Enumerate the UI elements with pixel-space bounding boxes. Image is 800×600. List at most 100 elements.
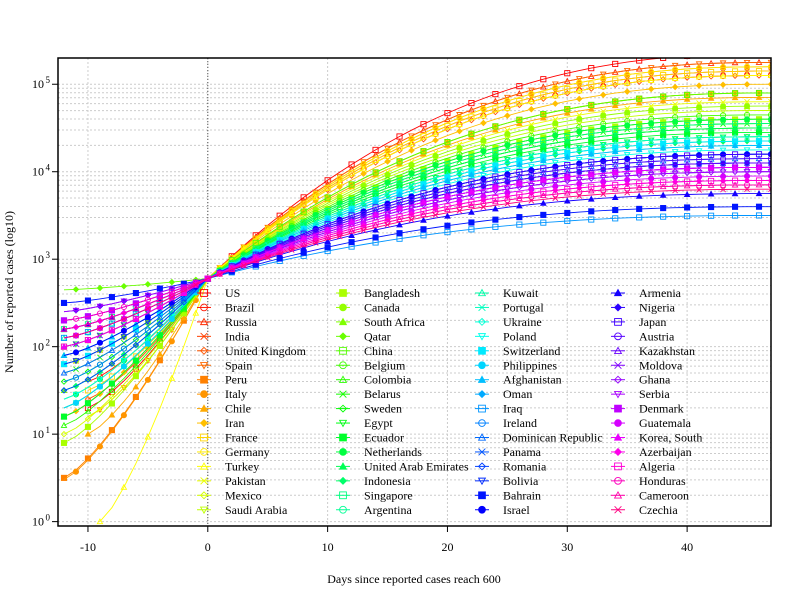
point-marker: [456, 112, 463, 119]
point-marker: [614, 404, 622, 413]
point-marker: [707, 181, 715, 188]
point-marker: [492, 183, 499, 190]
point-marker: [720, 134, 726, 141]
point-marker: [624, 71, 631, 78]
point-marker: [707, 142, 715, 149]
point-marker: [477, 317, 487, 326]
point-marker: [480, 204, 487, 210]
point-marker: [551, 81, 559, 88]
point-marker: [684, 70, 691, 77]
legend-item: Ecuador: [336, 431, 404, 445]
point-marker: [312, 193, 320, 200]
point-marker: [660, 205, 667, 212]
legend-item: Switzerland: [475, 344, 560, 358]
legend-label: Canada: [364, 300, 401, 314]
point-marker: [743, 155, 751, 162]
point-marker: [683, 126, 691, 133]
point-marker: [336, 194, 343, 201]
point-marker: [288, 245, 295, 252]
point-marker: [96, 347, 104, 354]
point-marker: [200, 390, 208, 399]
y-tick-label: 10: [32, 427, 44, 441]
legend-label: Switzerland: [503, 344, 560, 358]
legend-label: Oman: [503, 387, 532, 401]
point-marker: [408, 147, 415, 154]
point-marker: [755, 212, 763, 219]
point-marker: [732, 212, 739, 219]
point-marker: [684, 204, 691, 211]
point-marker: [611, 148, 619, 155]
point-marker: [477, 433, 487, 441]
point-marker: [240, 262, 247, 269]
legend-label: Afghanistan: [503, 373, 562, 387]
point-marker: [613, 346, 623, 354]
point-marker: [516, 169, 523, 176]
point-marker: [563, 173, 571, 180]
point-marker: [743, 81, 751, 88]
point-marker: [552, 84, 559, 91]
point-marker: [372, 186, 379, 193]
legend-label: Mexico: [225, 488, 262, 502]
legend-label: United Kingdom: [225, 344, 307, 358]
point-marker: [120, 345, 127, 352]
point-marker: [108, 327, 115, 334]
point-marker: [456, 121, 463, 128]
point-marker: [564, 177, 571, 185]
point-marker: [108, 393, 116, 401]
point-marker: [396, 221, 403, 228]
point-marker: [551, 92, 559, 99]
point-marker: [528, 197, 535, 204]
point-marker: [168, 278, 176, 286]
point-marker: [756, 51, 761, 56]
point-marker: [576, 95, 583, 103]
point-marker: [132, 315, 139, 323]
point-marker: [156, 321, 164, 328]
point-marker: [755, 89, 763, 97]
point-marker: [563, 153, 571, 160]
series-cameroon: [60, 181, 771, 332]
point-marker: [200, 332, 208, 341]
point-marker: [611, 131, 619, 138]
point-marker: [648, 103, 655, 109]
point-marker: [492, 205, 499, 212]
point-marker: [96, 383, 103, 390]
point-marker: [420, 232, 427, 239]
point-marker: [683, 143, 691, 151]
y-tick-exponent: 5: [46, 75, 51, 85]
legend-item: Austria: [611, 329, 675, 343]
point-marker: [348, 231, 355, 239]
point-marker: [276, 223, 283, 230]
point-marker: [120, 303, 127, 311]
point-marker: [492, 151, 499, 158]
y-tick-label: 10: [32, 165, 44, 179]
point-marker: [684, 91, 691, 98]
y-axis-label: Number of reported cases (log10): [2, 211, 16, 373]
point-marker: [120, 385, 128, 392]
point-marker: [120, 483, 128, 490]
point-marker: [539, 157, 547, 164]
legend-label: Nigeria: [639, 300, 676, 314]
point-marker: [84, 329, 92, 336]
point-marker: [444, 206, 451, 213]
point-marker: [707, 142, 715, 150]
point-marker: [588, 175, 595, 182]
point-marker: [444, 212, 451, 219]
point-marker: [719, 169, 727, 176]
point-marker: [672, 157, 679, 164]
point-marker: [108, 320, 115, 327]
legend-label: Philippines: [503, 358, 557, 372]
legend-label: Austria: [639, 329, 675, 343]
point-marker: [480, 179, 487, 186]
point-marker: [564, 70, 571, 77]
point-marker: [97, 406, 103, 413]
point-marker: [504, 97, 511, 105]
point-marker: [480, 147, 487, 155]
legend-item: Pakistan: [197, 474, 266, 488]
legend-label: Bolivia: [503, 474, 539, 488]
point-marker: [396, 158, 403, 165]
legend-label: Serbia: [639, 387, 670, 401]
legend-label: South Africa: [364, 315, 426, 329]
point-marker: [384, 158, 391, 165]
point-marker: [767, 155, 771, 162]
